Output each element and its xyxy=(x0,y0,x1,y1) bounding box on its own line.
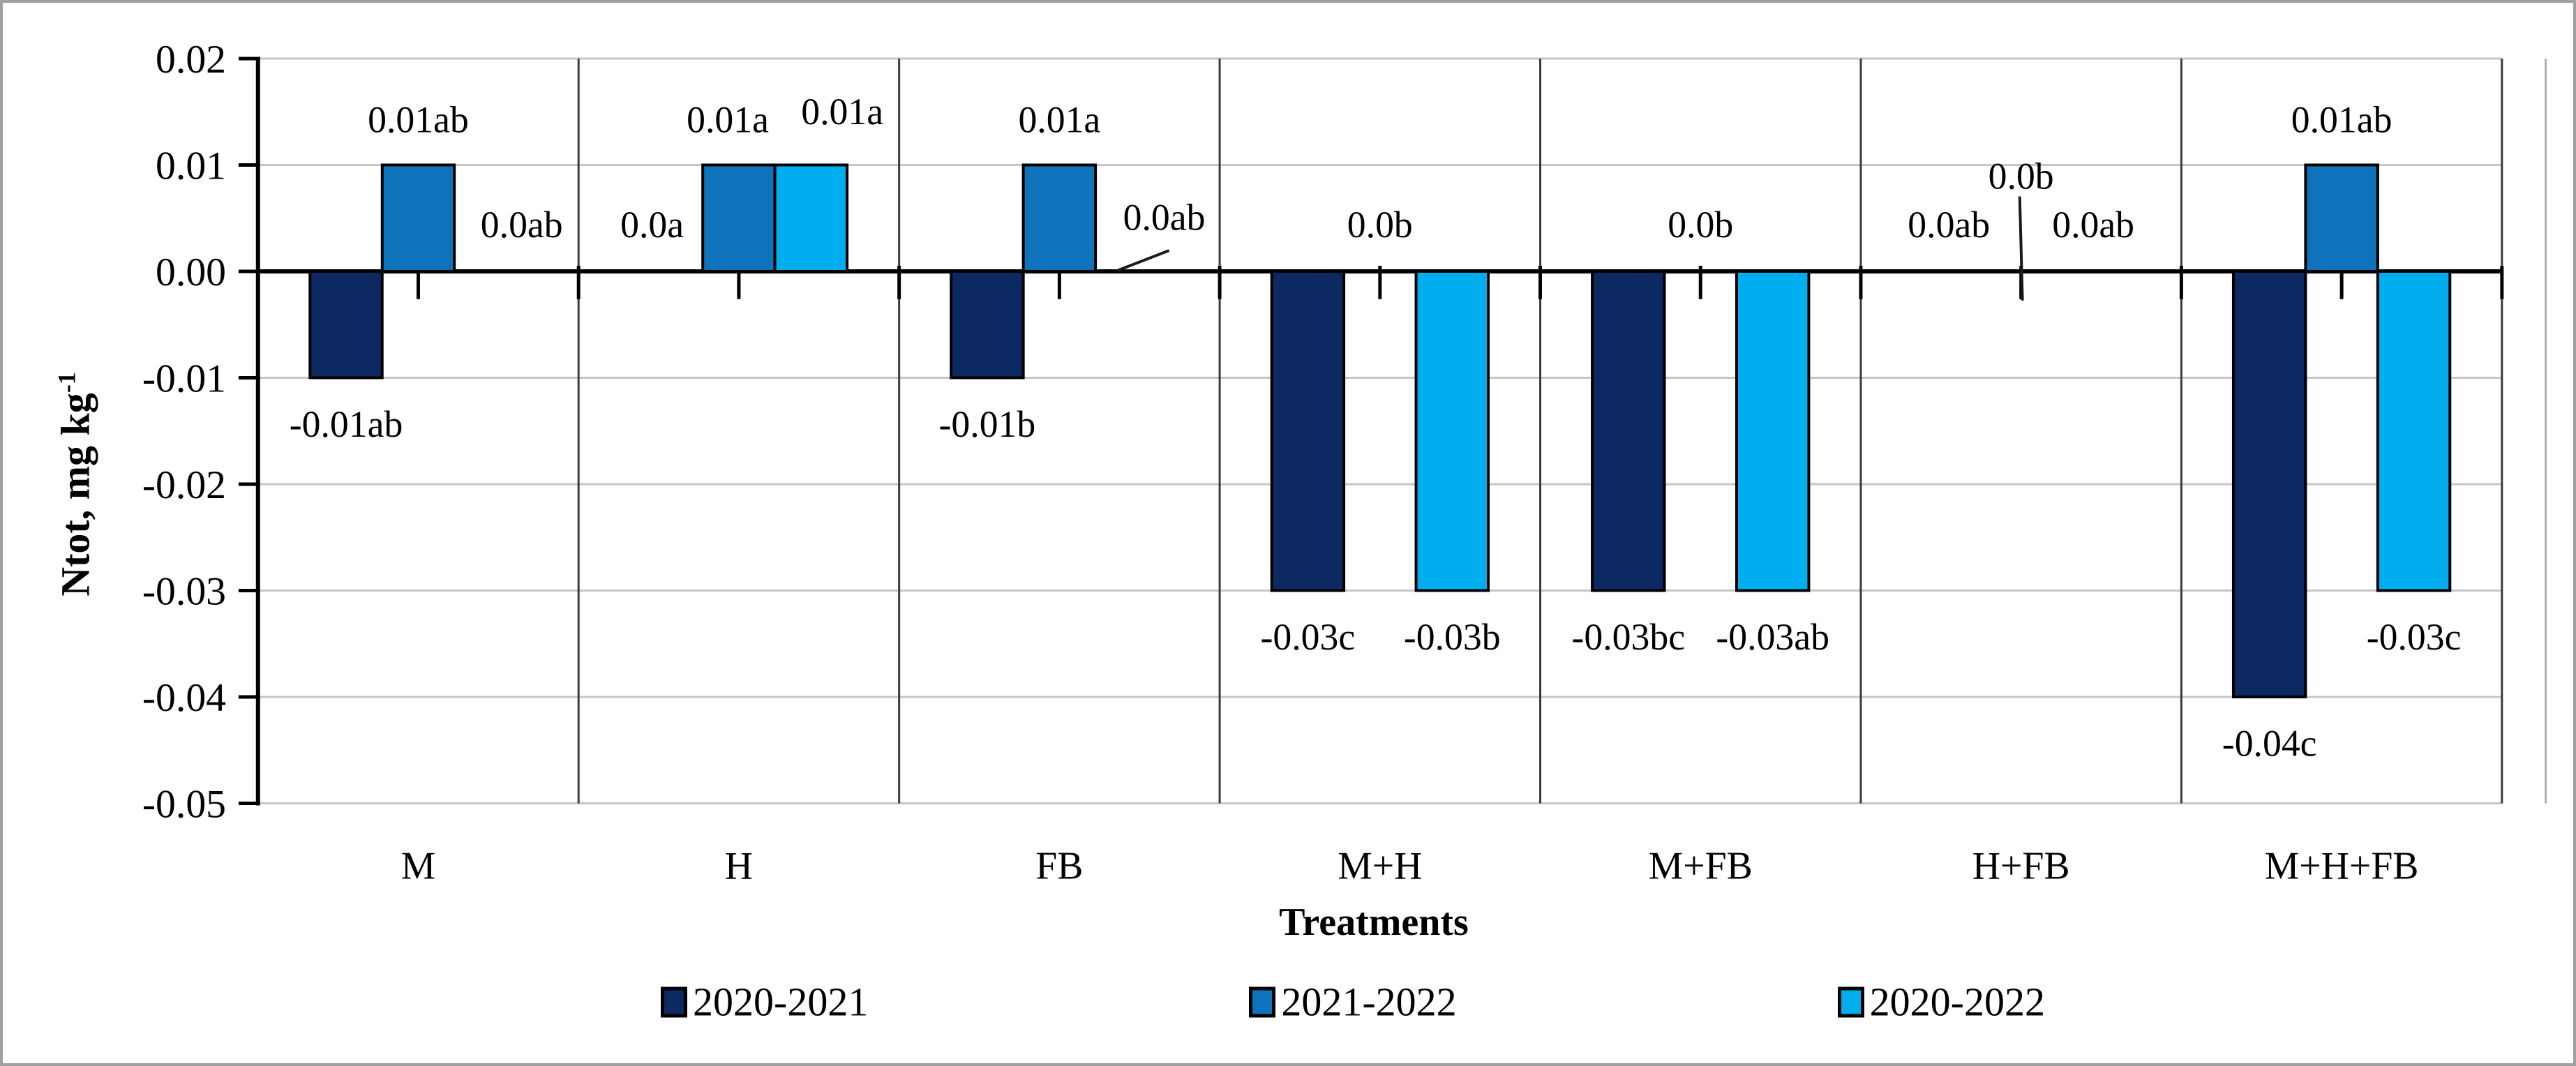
category-label: M xyxy=(401,844,436,887)
category-label: FB xyxy=(1035,844,1083,887)
legend-label: 2020-2022 xyxy=(1869,979,2045,1025)
y-axis-title-superscript: -1 xyxy=(52,372,81,393)
bar xyxy=(1414,269,1490,592)
bar-data-label: 0.01a xyxy=(801,91,883,133)
legend-swatch xyxy=(1249,986,1276,1017)
bar-data-label: -0.01b xyxy=(939,403,1036,445)
bar-data-label: 0.0ab xyxy=(1123,196,1206,238)
bar xyxy=(950,269,1025,380)
label-leader-line xyxy=(2018,196,2024,301)
category-label: M+H xyxy=(1338,844,1422,887)
bar-data-label: 0.0b xyxy=(1347,204,1413,246)
y-axis-title-text: Ntot, mg kg xyxy=(52,393,98,596)
bar-data-label: 0.01a xyxy=(1018,99,1100,141)
category-label: H+FB xyxy=(1972,844,2070,887)
bar xyxy=(308,269,384,380)
legend-item: 2021-2022 xyxy=(1249,979,1457,1026)
y-tick-label: -0.02 xyxy=(142,463,226,507)
bar-data-label: -0.03bc xyxy=(1572,616,1686,658)
y-tick-label: -0.04 xyxy=(142,676,226,720)
bar-data-label: 0.01ab xyxy=(2291,99,2392,141)
category-label: H xyxy=(725,844,753,887)
y-tick-label: -0.01 xyxy=(142,356,226,400)
bar xyxy=(380,163,456,273)
legend-label: 2021-2022 xyxy=(1281,979,1457,1025)
bar-data-label: -0.04c xyxy=(2222,723,2317,765)
bar xyxy=(701,163,777,273)
legend-item: 2020-2021 xyxy=(661,979,868,1026)
y-tick-label: -0.03 xyxy=(142,569,226,613)
bar-data-label: -0.03b xyxy=(1404,616,1501,658)
bar-data-label: 0.01ab xyxy=(368,99,469,141)
category-label: M+FB xyxy=(1649,844,1753,887)
bar-data-label: -0.01ab xyxy=(290,403,403,445)
bar-data-label: -0.03ab xyxy=(1716,616,1829,658)
bar-chart-plot: 0.02 0.01 0.00 -0.01 -0.02 -0.03 -0.04 -0.05 -0.… xyxy=(142,38,2547,887)
bar-data-label: -0.03c xyxy=(1260,616,1355,658)
bar xyxy=(1591,269,1666,592)
bar-data-label: 0.0ab xyxy=(1908,204,1990,246)
bar-data-label: 0.01a xyxy=(687,99,769,141)
bar-data-label: 0.0a xyxy=(620,204,684,246)
legend-item: 2020-2022 xyxy=(1837,979,2045,1026)
label-leader-line xyxy=(1116,249,1170,272)
bar-data-label: 0.0ab xyxy=(2052,204,2134,246)
bar xyxy=(1021,163,1098,273)
bar xyxy=(2376,269,2452,592)
bar xyxy=(1735,269,1811,592)
y-tick-label: -0.05 xyxy=(142,782,226,826)
category-label: M+H+FB xyxy=(2265,844,2419,887)
bar-data-label: 0.0ab xyxy=(481,204,563,246)
y-axis-title: Ntot, mg kg-1 xyxy=(52,372,98,596)
chart-legend: 2020-2021 2021-2022 2020-2022 xyxy=(3,979,2573,1026)
bar xyxy=(2304,163,2379,273)
bar-data-label: 0.0b xyxy=(1668,204,1733,246)
bar-data-label: 0.0b xyxy=(1989,156,2054,197)
y-tick-label: 0.01 xyxy=(156,144,226,188)
y-tick-label: 0.00 xyxy=(156,250,226,294)
legend-swatch xyxy=(1837,986,1864,1017)
x-axis-title: Treatments xyxy=(1279,901,1469,944)
bar xyxy=(2231,269,2307,698)
bar-data-label: -0.03c xyxy=(2367,616,2462,658)
bar xyxy=(773,163,849,273)
legend-swatch xyxy=(661,986,687,1017)
bar xyxy=(1270,269,1346,592)
legend-label: 2020-2021 xyxy=(693,979,869,1025)
y-tick-label: 0.02 xyxy=(156,38,226,82)
